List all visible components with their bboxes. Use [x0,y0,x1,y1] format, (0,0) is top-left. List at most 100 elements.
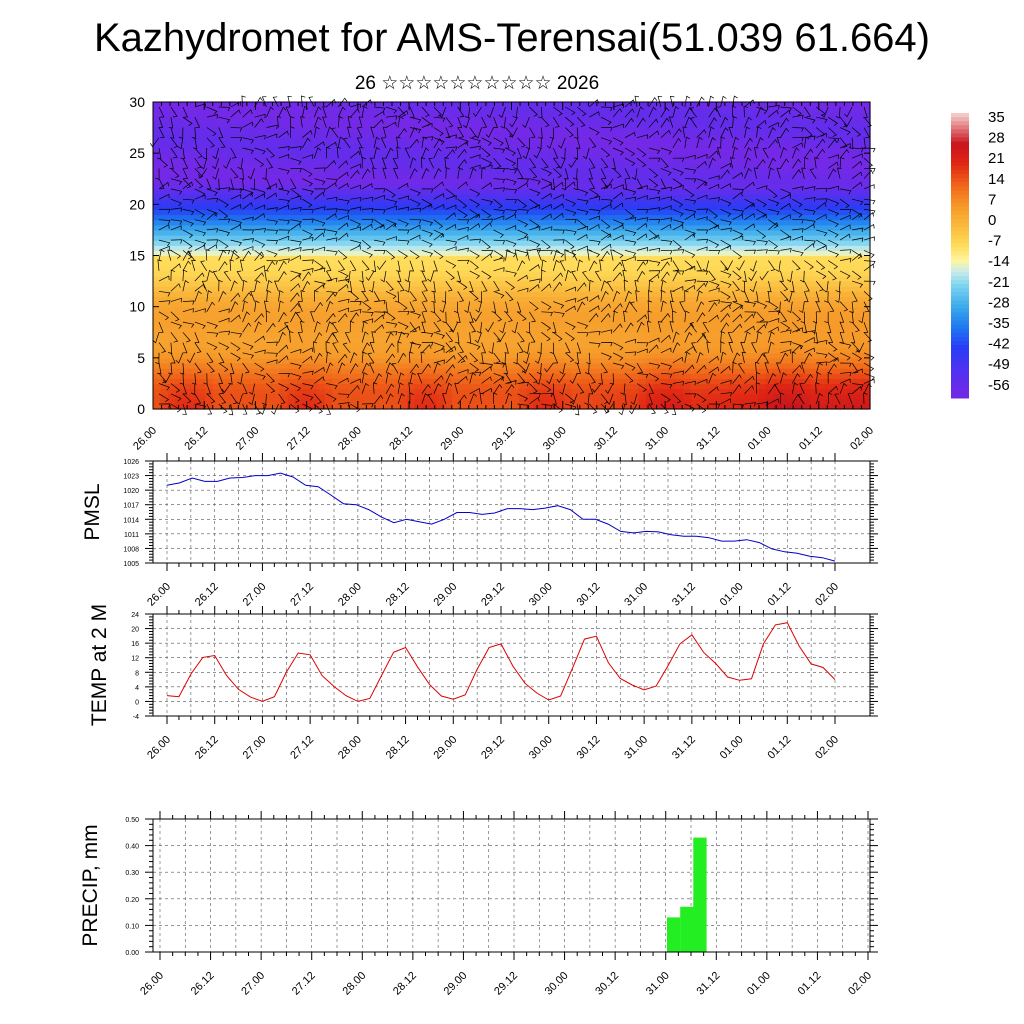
heatmap-cell [601,270,610,277]
heatmap-cell [287,250,296,257]
heatmap-cell [272,311,281,318]
heatmap-cell [698,240,707,246]
heatmap-cell [362,153,371,159]
heatmap-cell [317,311,326,318]
heatmap-cell [743,357,752,364]
heatmap-cell [250,337,259,344]
heatmap-cell [160,158,169,164]
heatmap-cell [250,229,259,236]
heatmap-cell [406,265,416,272]
heatmap-cell [601,291,610,298]
heatmap-cell [175,183,184,190]
heatmap-cell [265,107,274,113]
heatmap-cell [578,240,587,246]
heatmap-cell [227,214,236,221]
heatmap-cell [533,337,542,344]
heatmap-cell [623,173,632,180]
heatmap-cell [339,178,348,185]
heatmap-cell [451,163,460,170]
heatmap-cell [399,357,408,364]
heatmap-cell [548,403,557,410]
heatmap-cell [750,188,759,195]
heatmap-cell [294,362,303,369]
heatmap-cell [451,316,460,323]
heatmap-cell [182,204,191,211]
heatmap-cell [668,117,677,124]
heatmap-cell [690,142,699,149]
heatmap-cell [481,199,490,205]
heatmap-cell [175,342,184,349]
heatmap-cell [728,281,737,287]
heatmap-cell [735,219,744,226]
heatmap-cell [765,357,774,364]
heatmap-cell [167,362,177,369]
heatmap-cell [645,260,655,267]
heatmap-cell [548,137,557,144]
heatmap-cell [459,229,468,236]
heatmap-cell [242,357,251,364]
heatmap-cell [593,260,602,267]
heatmap-cell [750,373,759,379]
heatmap-cell [586,209,595,216]
heatmap-cell [631,153,640,159]
heatmap-cell [638,168,647,175]
heatmap-cell [212,286,221,292]
heatmap-cell [197,378,206,385]
heatmap-cell [489,368,498,374]
heatmap-cell [660,275,669,282]
heatmap-cell [601,296,610,303]
heatmap-cell [153,301,162,308]
heatmap-cell [660,173,669,180]
heatmap-cell [354,296,363,303]
heatmap-cell [526,296,535,303]
heatmap-cell [444,112,453,118]
heatmap-cell [631,107,640,113]
heatmap-cell [563,122,572,129]
heatmap-cell [235,311,244,318]
heatmap-cell [317,383,326,390]
heatmap-cell [623,362,632,369]
heatmap-cell [175,112,184,118]
heatmap-cell [616,373,625,379]
heatmap-cell [242,398,251,405]
heatmap-cell [757,388,767,395]
heatmap-cell [339,301,348,308]
heatmap-cell [638,352,647,359]
heatmap-cell [645,291,655,298]
heatmap-cell [623,347,632,354]
heatmap-cell [593,224,602,231]
heatmap-cell [205,127,214,134]
heatmap-cell [668,275,677,282]
heatmap-cell [489,337,498,344]
heatmap-cell [317,337,326,344]
heatmap-cell [369,265,378,272]
heatmap-cell [593,188,602,195]
heatmap-cell [279,168,289,175]
heatmap-cell [317,112,326,118]
heatmap-cell [406,362,416,369]
heatmap-cell [347,183,356,190]
heatmap-cell [212,148,221,154]
heatmap-cell [623,265,632,272]
heatmap-cell [496,368,505,374]
heatmap-cell [548,337,557,344]
heatmap-cell [765,224,774,231]
heatmap-cell [354,342,363,349]
heatmap-cell [765,286,774,292]
heatmap-cell [616,265,625,272]
heatmap-cell [250,245,259,251]
heatmap-cell [735,316,744,323]
heatmap-cell [623,403,632,410]
heatmap-cell [631,270,640,277]
heatmap-cell [541,219,550,226]
heatmap-cell [369,306,378,313]
heatmap-cell [496,240,505,246]
heatmap-cell [205,378,214,385]
heatmap-cell [556,275,565,282]
heatmap-cell [518,112,528,118]
heatmap-cell [511,275,520,282]
heatmap-cell [175,291,184,298]
heatmap-cell [167,163,177,170]
heatmap-cell [160,296,169,303]
heatmap-cell [265,127,274,134]
